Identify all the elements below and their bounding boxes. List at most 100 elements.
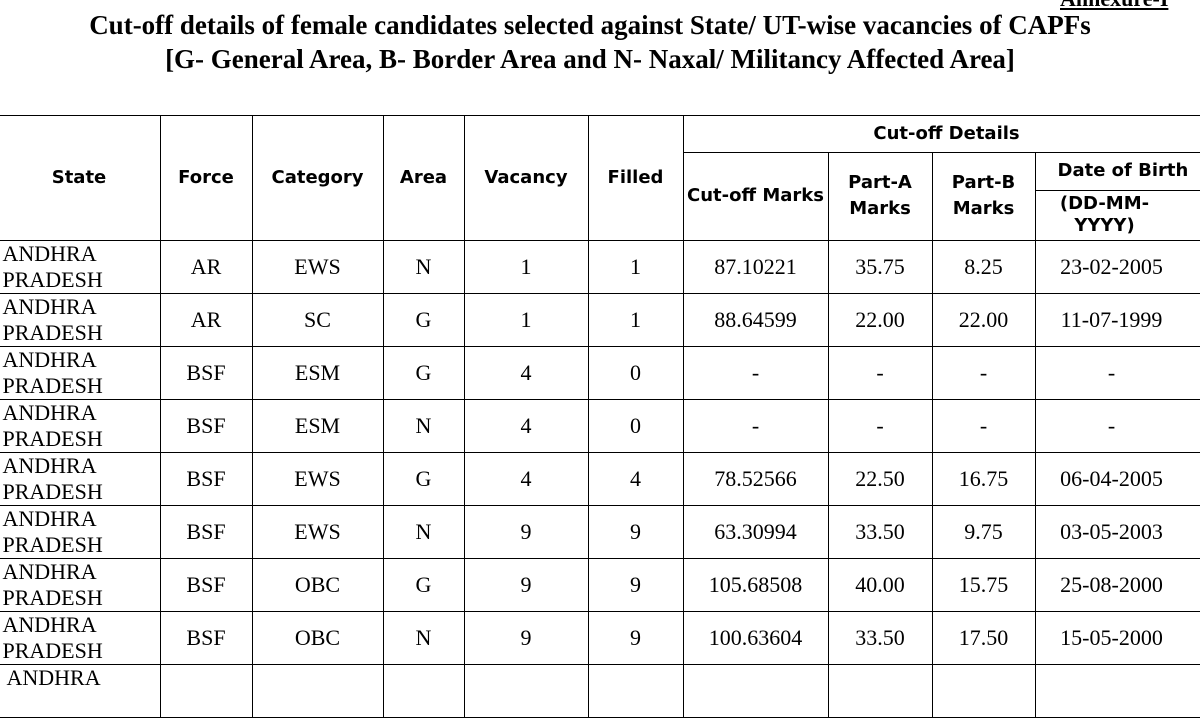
- data-cell: 22.00: [932, 293, 1036, 347]
- state-cell: ANDHRA PRADESH: [0, 399, 161, 453]
- data-cell: EWS: [252, 240, 384, 294]
- data-cell: G: [383, 293, 465, 347]
- sub-column-header: Date of Birth: [1035, 152, 1200, 191]
- column-header: Force: [160, 115, 253, 241]
- data-cell: BSF: [160, 505, 253, 559]
- data-cell: 9: [588, 611, 684, 665]
- data-cell: 17.50: [932, 611, 1036, 665]
- column-header: State: [0, 115, 161, 241]
- data-cell: BSF: [160, 558, 253, 612]
- data-cell: 06-04-2005: [1035, 452, 1200, 506]
- state-cell: ANDHRA PRADESH: [0, 558, 161, 612]
- data-cell: 15.75: [932, 558, 1036, 612]
- data-cell: 88.64599: [683, 293, 829, 347]
- state-cell: ANDHRA: [0, 664, 161, 718]
- data-cell: BSF: [160, 611, 253, 665]
- data-cell: 1: [464, 240, 589, 294]
- data-cell: EWS: [252, 452, 384, 506]
- data-cell: 4: [588, 452, 684, 506]
- data-cell: BSF: [160, 346, 253, 400]
- date-format-header: (DD-MM-YYYY): [1035, 190, 1200, 241]
- state-cell: ANDHRA PRADESH: [0, 240, 161, 294]
- data-cell: 9: [464, 611, 589, 665]
- data-cell: 100.63604: [683, 611, 829, 665]
- group-header: Cut-off Details: [683, 115, 1200, 153]
- data-cell: G: [383, 452, 465, 506]
- data-cell: G: [383, 558, 465, 612]
- data-cell: N: [383, 505, 465, 559]
- data-cell: 0: [588, 346, 684, 400]
- data-cell: N: [383, 611, 465, 665]
- subtitle: [G- General Area, B- Border Area and N- …: [0, 44, 1180, 75]
- title: Cut-off details of female candidates sel…: [0, 10, 1180, 41]
- data-cell: [160, 664, 253, 718]
- sub-column-header: Cut-off Marks: [683, 152, 829, 241]
- data-cell: BSF: [160, 399, 253, 453]
- data-cell: -: [932, 346, 1036, 400]
- data-cell: -: [1035, 399, 1200, 453]
- data-cell: N: [383, 399, 465, 453]
- data-cell: 9: [464, 558, 589, 612]
- page: Annexure-I Cut-off details of female can…: [0, 0, 1200, 675]
- state-cell: ANDHRA PRADESH: [0, 505, 161, 559]
- data-cell: 8.25: [932, 240, 1036, 294]
- data-cell: 23-02-2005: [1035, 240, 1200, 294]
- data-cell: [252, 664, 384, 718]
- data-cell: 0: [588, 399, 684, 453]
- data-cell: N: [383, 240, 465, 294]
- data-cell: 1: [464, 293, 589, 347]
- sub-column-header: Part-B Marks: [932, 152, 1036, 241]
- data-cell: 11-07-1999: [1035, 293, 1200, 347]
- data-cell: -: [1035, 346, 1200, 400]
- data-cell: 4: [464, 452, 589, 506]
- data-cell: 25-08-2000: [1035, 558, 1200, 612]
- data-cell: 33.50: [828, 505, 933, 559]
- column-header: Area: [383, 115, 465, 241]
- data-cell: BSF: [160, 452, 253, 506]
- data-cell: [383, 664, 465, 718]
- state-cell: ANDHRA PRADESH: [0, 346, 161, 400]
- data-cell: 03-05-2003: [1035, 505, 1200, 559]
- data-cell: 9: [588, 505, 684, 559]
- data-cell: 22.50: [828, 452, 933, 506]
- data-cell: EWS: [252, 505, 384, 559]
- data-cell: AR: [160, 240, 253, 294]
- data-cell: [683, 664, 829, 718]
- data-cell: SC: [252, 293, 384, 347]
- data-cell: 40.00: [828, 558, 933, 612]
- data-cell: -: [683, 346, 829, 400]
- data-cell: -: [683, 399, 829, 453]
- data-cell: 105.68508: [683, 558, 829, 612]
- data-cell: 9: [464, 505, 589, 559]
- state-cell: ANDHRA PRADESH: [0, 293, 161, 347]
- data-cell: 4: [464, 399, 589, 453]
- column-header: Category: [252, 115, 384, 241]
- data-cell: 87.10221: [683, 240, 829, 294]
- state-cell: ANDHRA PRADESH: [0, 611, 161, 665]
- data-cell: [932, 664, 1036, 718]
- data-cell: 9: [588, 558, 684, 612]
- data-cell: OBC: [252, 558, 384, 612]
- column-header: Filled: [588, 115, 684, 241]
- data-cell: ESM: [252, 346, 384, 400]
- data-cell: G: [383, 346, 465, 400]
- data-cell: OBC: [252, 611, 384, 665]
- data-cell: 22.00: [828, 293, 933, 347]
- data-cell: ESM: [252, 399, 384, 453]
- data-cell: 63.30994: [683, 505, 829, 559]
- data-cell: 1: [588, 293, 684, 347]
- sub-column-header: Part-A Marks: [828, 152, 933, 241]
- data-cell: AR: [160, 293, 253, 347]
- data-cell: [1035, 664, 1200, 718]
- data-cell: 4: [464, 346, 589, 400]
- data-cell: 1: [588, 240, 684, 294]
- data-cell: -: [932, 399, 1036, 453]
- data-cell: -: [828, 346, 933, 400]
- data-cell: 35.75: [828, 240, 933, 294]
- data-cell: 33.50: [828, 611, 933, 665]
- data-cell: [588, 664, 684, 718]
- data-cell: 15-05-2000: [1035, 611, 1200, 665]
- state-cell: ANDHRA PRADESH: [0, 452, 161, 506]
- data-cell: 16.75: [932, 452, 1036, 506]
- data-cell: 9.75: [932, 505, 1036, 559]
